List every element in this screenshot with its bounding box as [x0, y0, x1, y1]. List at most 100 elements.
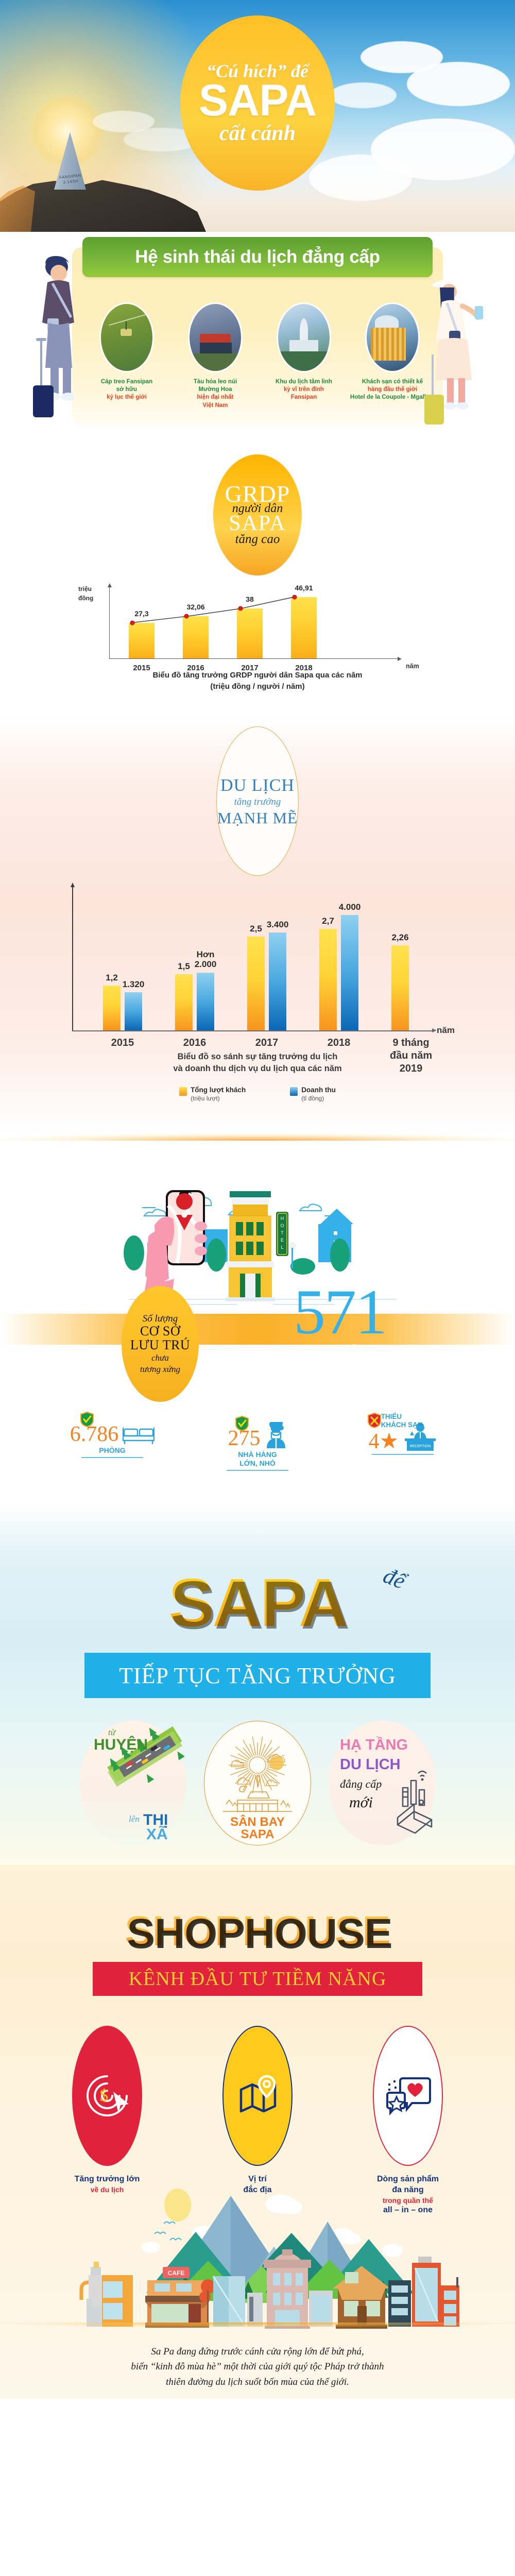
lodging-highlight-band [0, 1314, 515, 1345]
grdp-title-badge: GRDP người dân SAPA tăng cao [213, 454, 302, 575]
tourism-title-line1: DU LỊCH [220, 775, 295, 795]
svg-text:HẠ TẦNG: HẠ TẦNG [340, 1736, 408, 1753]
lodging-count-block: 571 cơ sở [278, 1280, 402, 1360]
grdp-title-line4: tăng cao [235, 532, 280, 546]
grdp-bar [291, 597, 317, 658]
infographic-page: FANSIPAN 3.143m “Cú hích” để SAPA cất cá… [0, 0, 515, 2398]
push-subtitle-bar: TIẾP TỤC TĂNG TRƯỞNG [84, 1653, 431, 1698]
grdp-x-tick: 2018 [295, 664, 313, 672]
svg-text:RECEPTION: RECEPTION [410, 1445, 431, 1448]
footer-note: Sa Pa đang đứng trước cánh cửa rộng lớn … [0, 2344, 515, 2389]
tourism-section: DU LỊCH tăng trưởng MẠNH MẼ năm 1,2 1.320… [0, 716, 515, 1133]
pillar-badge-white [373, 2026, 443, 2166]
caption-red-1: kỳ vĩ trên đỉnh [284, 386, 324, 393]
shophouse-title: SHOPHOUSE [125, 1908, 391, 1955]
tourism-x-axis [72, 1029, 437, 1032]
svg-text:mới: mới [349, 1794, 373, 1811]
grdp-title-line1: GRDP [225, 481, 290, 507]
grdp-caption-line2: (triệu đồng / người / năm) [210, 682, 305, 691]
svg-text:L: L [281, 1245, 283, 1250]
monument-altitude: 3.143m [63, 178, 79, 185]
tourism-title-badge: DU LỊCH tăng trưởng MẠNH MẼ [216, 726, 299, 876]
push-badge-list: từ HUYỆN lên THỊ XÃ [0, 1721, 515, 1845]
lodging-section: H O T E L [0, 1133, 515, 1504]
footer-line2: biến “kinh đô mùa hè” một thời của giới … [131, 2361, 384, 2372]
tourism-bar-value-revenue: 3.400 [266, 919, 289, 929]
ecosystem-item-caption: Khách sạn có thiết kế hàng đầu thế giới … [350, 378, 435, 402]
svg-text:E: E [281, 1238, 284, 1243]
ecosystem-item: Tàu hỏa leo núi Mường Hoa hiện đại nhất … [171, 304, 260, 410]
mountain-train-photo-icon [190, 304, 241, 371]
svg-text:DU LỊCH: DU LỊCH [340, 1756, 401, 1773]
caption-red-1: hàng đầu thế giới [367, 386, 418, 393]
cloud-icon [330, 82, 397, 108]
footer-line3: thiên đường du lịch suốt bốn mùa của thế… [166, 2376, 349, 2387]
lodging-title-badge: Số lượng CƠ SỞ LƯU TRÚ chưa tương xứng [122, 1286, 199, 1402]
grdp-x-axis-unit: năm [406, 663, 419, 670]
caption-green-1: Cáp treo Fansipan [100, 379, 153, 385]
grdp-data-point [184, 614, 189, 619]
grdp-data-point [238, 606, 243, 611]
grdp-x-tick: 2016 [187, 664, 204, 672]
stat-value: 4★ [368, 1430, 399, 1454]
caption-green-2: sở hữu [116, 386, 138, 393]
grdp-x-axis [109, 656, 402, 661]
caption-green-2: Mường Hoa [198, 386, 232, 393]
arc-title: CÚ HÍCH MỚI [134, 1527, 381, 1532]
shophouse-pillar-list: $ Tăng trưởng lớn về du lịch [0, 2026, 515, 2216]
tourism-x-tick: 2016 [183, 1037, 207, 1048]
tourism-x-tick: 2018 [327, 1037, 351, 1048]
grdp-bar [183, 616, 209, 658]
svg-text:CÚ HÍCH MỚI: CÚ HÍCH MỚI [134, 1527, 381, 1532]
map-pin-icon [239, 2075, 277, 2113]
caption-green-1: Khu du lịch tâm linh [276, 379, 332, 385]
legend-item-revenue: Doanh thu (tỉ đồng) [290, 1086, 336, 1103]
grdp-bar-value: 46,91 [295, 583, 313, 592]
svg-text:THỊ: THỊ [143, 1811, 168, 1828]
ecosystem-item: Cáp treo Fansipan sở hữu kỷ lục thế giới [82, 304, 171, 410]
legend-item-visitors: Tổng lượt khách (triệu lượt) [179, 1086, 246, 1103]
tourism-bar-value-revenue: Hơn 2.000 [194, 950, 217, 969]
stat-label: PHÒNG [99, 1446, 126, 1454]
caption-red-1: hiện đại nhất [197, 394, 234, 401]
tourism-x-axis-unit: năm [437, 1025, 455, 1035]
svg-text:CAFE: CAFE [168, 2269, 185, 2277]
grdp-data-point [130, 620, 135, 625]
cloud-icon [309, 155, 412, 201]
grdp-bar-value: 38 [246, 595, 254, 604]
svg-text:đẳng cấp: đẳng cấp [340, 1777, 382, 1790]
tourism-legend: Tổng lượt khách (triệu lượt) Doanh thu (… [0, 1086, 515, 1103]
lodging-stat-rooms: 6.786 PHÒNG [58, 1412, 166, 1471]
stat-underline [372, 1454, 434, 1455]
tourism-title-line2: tăng trưởng [234, 796, 281, 807]
pillar-badge-yellow [222, 2026, 293, 2166]
ecosystem-item-list: Cáp treo Fansipan sở hữu kỷ lục thế giới… [82, 304, 438, 410]
grdp-caption-line1: Biểu đồ tăng trưởng GRDP người dân Sapa … [152, 671, 363, 680]
stat-label: NHÀ HÀNG LỚN, NHỎ [238, 1450, 277, 1468]
caption-green-1: Khách sạn có thiết kế [362, 379, 423, 385]
stat-underline [81, 1456, 143, 1458]
stat-label-line1: NHÀ HÀNG [238, 1450, 277, 1459]
pillar-caption-blue2: đắc địa [243, 2185, 272, 2194]
tourism-bar-value-revenue: 1.320 [122, 979, 145, 990]
pillar-location: Vị trí đắc địa [211, 2026, 304, 2216]
tourism-bar-value-visitors: 2,5 [250, 924, 262, 934]
tourism-bar-value-visitors: 2,26 [391, 933, 409, 943]
ecosystem-item-caption: Cáp treo Fansipan sở hữu kỷ lục thế giới [101, 378, 152, 402]
pillar-caption-blue: Vị trí [248, 2175, 267, 2183]
section-divider-glow [0, 1133, 515, 1141]
svg-text:HUYỆN: HUYỆN [94, 1736, 148, 1753]
shophouse-subtitle-bar: KÊNH ĐẦU TƯ TIỀM NĂNG [93, 1962, 422, 1996]
pillar-caption-blue2: đa năng [392, 2185, 424, 2194]
tourism-y-axis [71, 883, 74, 1030]
ecosystem-item: Khu du lịch tâm linh kỳ vĩ trên đỉnh Fan… [260, 304, 348, 410]
tourism-bar-value-visitors: 1,5 [178, 961, 190, 971]
svg-text:từ: từ [108, 1727, 116, 1737]
stat-missing-line2: KHÁCH SẠN [381, 1420, 423, 1429]
shophouse-subtitle-label: KÊNH ĐẦU TƯ TIỀM NĂNG [128, 1968, 387, 1990]
hero-title-line1: “Cú hích” để [206, 61, 309, 82]
hotel-scene-illustration: H O T E L [118, 1164, 407, 1309]
hotel-photo-icon [367, 304, 418, 371]
cable-car-photo-icon [101, 304, 152, 371]
grdp-bar [237, 608, 263, 658]
